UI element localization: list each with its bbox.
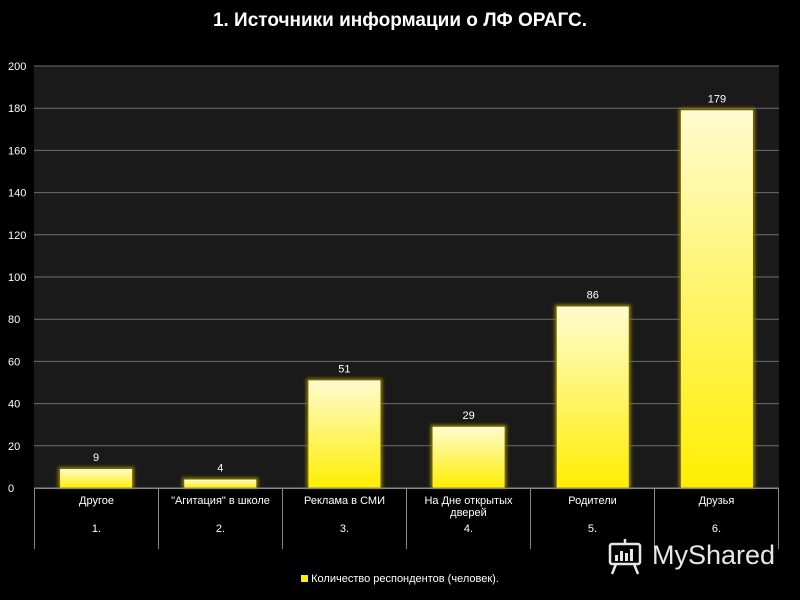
category-number: 4. xyxy=(406,523,531,549)
legend-label: Количество респондентов (человек). xyxy=(311,573,499,585)
bar xyxy=(60,469,133,488)
data-label: 4 xyxy=(217,463,223,475)
category-label: Другое xyxy=(34,488,159,523)
gridlines xyxy=(34,65,779,447)
category-number: 1. xyxy=(34,523,159,549)
category-label: Родители xyxy=(530,488,655,523)
category-label-row: Другое "Агитация" в школе Реклама в СМИ … xyxy=(34,488,779,523)
category-number: 3. xyxy=(282,523,407,549)
y-tick-label: 20 xyxy=(8,441,20,453)
category-number: 2. xyxy=(158,523,283,549)
chart-title: 1. Источники информации о ЛФ ОРАГС. xyxy=(212,10,588,31)
legend: Количество респондентов (человек). xyxy=(0,573,800,585)
y-tick-label: 60 xyxy=(8,356,20,368)
data-labels: 9 4 51 29 86 179 xyxy=(93,93,726,474)
y-tick-label: 120 xyxy=(8,230,26,242)
bar xyxy=(556,306,629,488)
presentation-screen-icon xyxy=(608,539,642,575)
watermark-text: MyShared xyxy=(652,540,776,570)
y-tick-label: 200 xyxy=(8,61,26,73)
bar xyxy=(184,479,257,488)
y-tick-label: 40 xyxy=(8,399,20,411)
data-label: 51 xyxy=(338,363,350,375)
y-axis-ticks: 0 20 40 60 80 100 120 140 160 180 200 xyxy=(8,61,26,495)
bar xyxy=(680,110,753,488)
watermark: MyShared xyxy=(606,536,786,576)
data-label: 86 xyxy=(587,290,599,302)
category-number: 6. xyxy=(654,523,779,549)
category-label: "Агитация" в школе xyxy=(158,488,283,523)
bar xyxy=(432,426,505,488)
y-tick-label: 100 xyxy=(8,272,26,284)
y-tick-label: 140 xyxy=(8,188,26,200)
data-label: 179 xyxy=(708,93,726,105)
y-tick-label: 0 xyxy=(8,483,14,495)
category-label: Друзья xyxy=(654,488,779,523)
data-label: 9 xyxy=(93,452,99,464)
bars xyxy=(58,108,755,488)
y-tick-label: 180 xyxy=(8,103,26,115)
category-label: Реклама в СМИ xyxy=(282,488,407,523)
category-label: На Дне открытых дверей xyxy=(406,488,531,523)
legend-swatch xyxy=(301,575,309,582)
bar xyxy=(308,380,381,488)
data-label: 29 xyxy=(462,410,474,422)
y-tick-label: 80 xyxy=(8,314,20,326)
y-tick-label: 160 xyxy=(8,145,26,157)
